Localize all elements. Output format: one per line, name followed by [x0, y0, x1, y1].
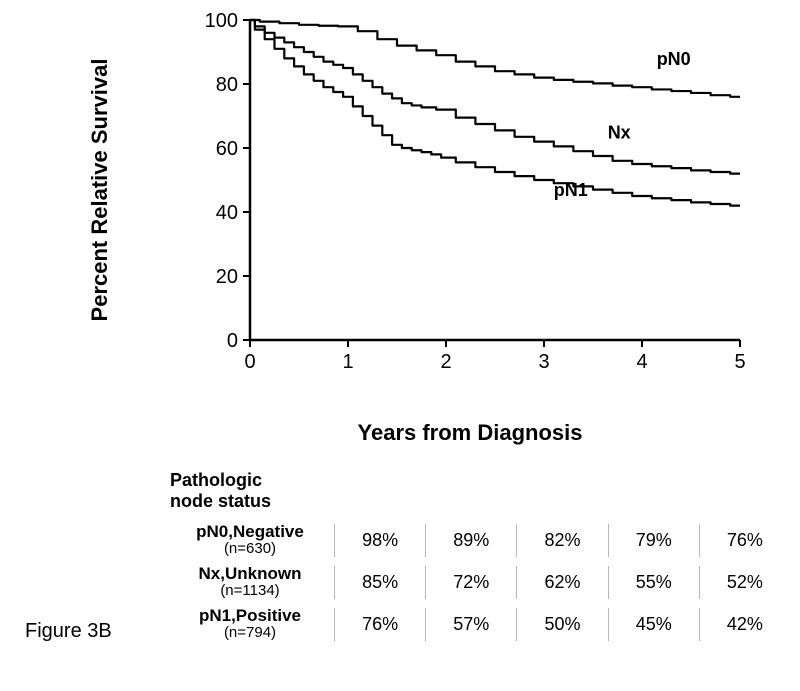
svg-text:1: 1	[342, 351, 353, 373]
row-label: pN0,Negative(n=630)	[170, 523, 334, 558]
table-cell: 85%	[334, 566, 425, 599]
svg-text:pN1: pN1	[554, 180, 588, 200]
svg-text:0: 0	[244, 351, 255, 373]
table-cell: 89%	[425, 524, 516, 557]
table-cell: 76%	[334, 608, 425, 641]
table-cell: 76%	[699, 524, 790, 557]
table-cell: 62%	[516, 566, 607, 599]
svg-text:2: 2	[440, 351, 451, 373]
svg-text:20: 20	[216, 266, 238, 288]
table-cell: 42%	[699, 608, 790, 641]
row-label: Nx,Unknown(n=1134)	[170, 565, 334, 600]
figure-caption: Figure 3B	[25, 620, 112, 643]
svg-text:4: 4	[636, 351, 647, 373]
table-header: Pathologicnode status	[170, 470, 790, 511]
table-cell: 52%	[699, 566, 790, 599]
svg-text:5: 5	[734, 351, 745, 373]
y-axis-label: Percent Relative Survival	[87, 59, 113, 322]
row-label: pN1,Positive(n=794)	[170, 607, 334, 642]
table-row: Nx,Unknown(n=1134)85%72%62%55%52%	[170, 561, 790, 603]
table-cell: 98%	[334, 524, 425, 557]
chart-svg: 0 20 40 60 80 100 0 1 2 3 4 5 pN0 Nx pN1	[190, 10, 750, 380]
svg-text:3: 3	[538, 351, 549, 373]
table-cell: 50%	[516, 608, 607, 641]
svg-text:0: 0	[227, 330, 238, 352]
table-cell: 79%	[608, 524, 699, 557]
table-cell: 57%	[425, 608, 516, 641]
survival-table: Pathologicnode status pN0,Negative(n=630…	[170, 470, 790, 645]
svg-text:100: 100	[205, 10, 238, 32]
svg-text:pN0: pN0	[657, 49, 691, 69]
table-cell: 55%	[608, 566, 699, 599]
survival-chart: 0 20 40 60 80 100 0 1 2 3 4 5 pN0 Nx pN1	[190, 10, 750, 380]
table-cell: 82%	[516, 524, 607, 557]
table-cell: 72%	[425, 566, 516, 599]
svg-text:40: 40	[216, 202, 238, 224]
svg-text:60: 60	[216, 138, 238, 160]
svg-text:Nx: Nx	[608, 122, 631, 142]
table-row: pN1,Positive(n=794)76%57%50%45%42%	[170, 603, 790, 645]
figure-container: Percent Relative Survival 0 20 40 60 80 100 0 1…	[0, 0, 800, 691]
svg-text:80: 80	[216, 74, 238, 96]
table-row: pN0,Negative(n=630)98%89%82%79%76%	[170, 519, 790, 561]
x-axis-label: Years from Diagnosis	[358, 420, 583, 446]
table-cell: 45%	[608, 608, 699, 641]
